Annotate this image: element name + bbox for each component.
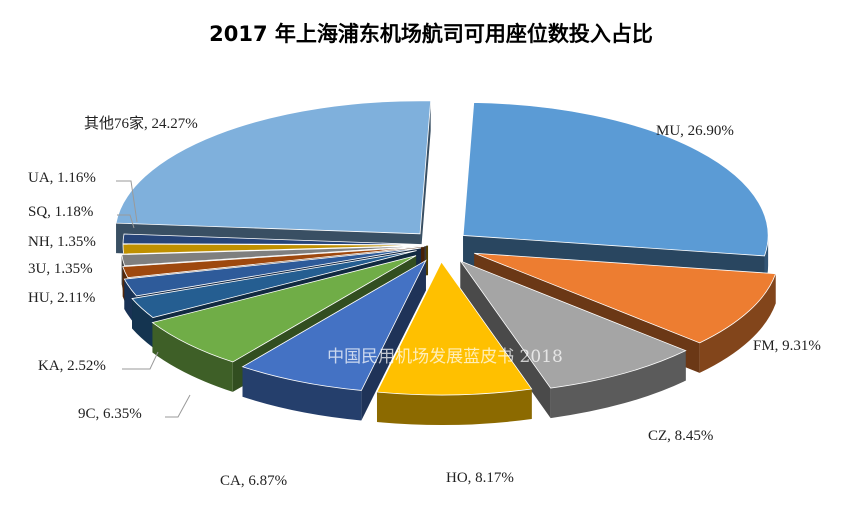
data-label-HU: HU, 2.11% [28,290,95,306]
slice-top-layer [115,100,777,396]
data-label-NH: NH, 1.35% [28,234,96,250]
slice-band-5-0 [152,322,233,392]
pie-slice-KA [131,250,417,318]
data-label-9C: 9C, 6.35% [78,406,142,422]
leader-line-9C [165,394,191,418]
leader-lines [116,180,191,418]
slice-band-3-0 [376,389,532,425]
data-label-CA: CA, 6.87% [220,473,287,489]
slice-band-2-0 [550,350,686,419]
leader-line-SQ [117,214,135,229]
pie-slice-HO [376,261,533,396]
data-label-UA: UA, 1.16% [28,170,96,186]
pie-slice-NH [121,245,427,267]
slice-band-1-0 [699,273,776,373]
pie-slice-UA [122,233,429,246]
pie-slice-CZ [459,260,687,389]
slice-wall-2-1 [460,261,551,419]
data-label-FM: FM, 9.31% [753,338,821,354]
slice-band-4-0 [242,366,362,421]
pie-slice-HU [123,247,421,297]
slice-band-6-0 [132,298,153,348]
data-labels: MU, 26.90% FM, 9.31% CZ, 8.45% HO, 8.17% CA,… [28,115,821,489]
data-label-CZ: CZ, 8.45% [648,428,713,444]
leader-line-KA [122,351,159,370]
slice-wall-12-1 [420,100,431,264]
pie-slice-其他76家 [115,100,432,235]
leader-line-UA [116,180,138,223]
watermark: 中国民用机场发展蓝皮书 2018 [327,347,563,367]
data-label-3U: 3U, 1.35% [28,261,93,277]
data-label-KA: KA, 2.52% [38,358,106,374]
pie-slice-FM [474,252,777,344]
data-label-HO: HO, 8.17% [446,470,514,486]
data-label-其他76家: 其他76家, 24.27% [84,115,198,132]
slice-wall-6-1 [132,250,417,329]
data-label-MU: MU, 26.90% [656,123,734,139]
pie-slice-3U [122,246,425,279]
pie-slice-9C [151,255,417,363]
pie-slice-SQ [122,243,429,255]
data-label-SQ: SQ, 1.18% [28,204,93,220]
pie-slice-MU [462,102,769,257]
chart-title: 2017 年上海浦东机场航司可用座位数投入占比 [209,22,653,46]
pie-slice-CA [241,259,427,391]
slice-wall-4-0 [361,260,426,421]
